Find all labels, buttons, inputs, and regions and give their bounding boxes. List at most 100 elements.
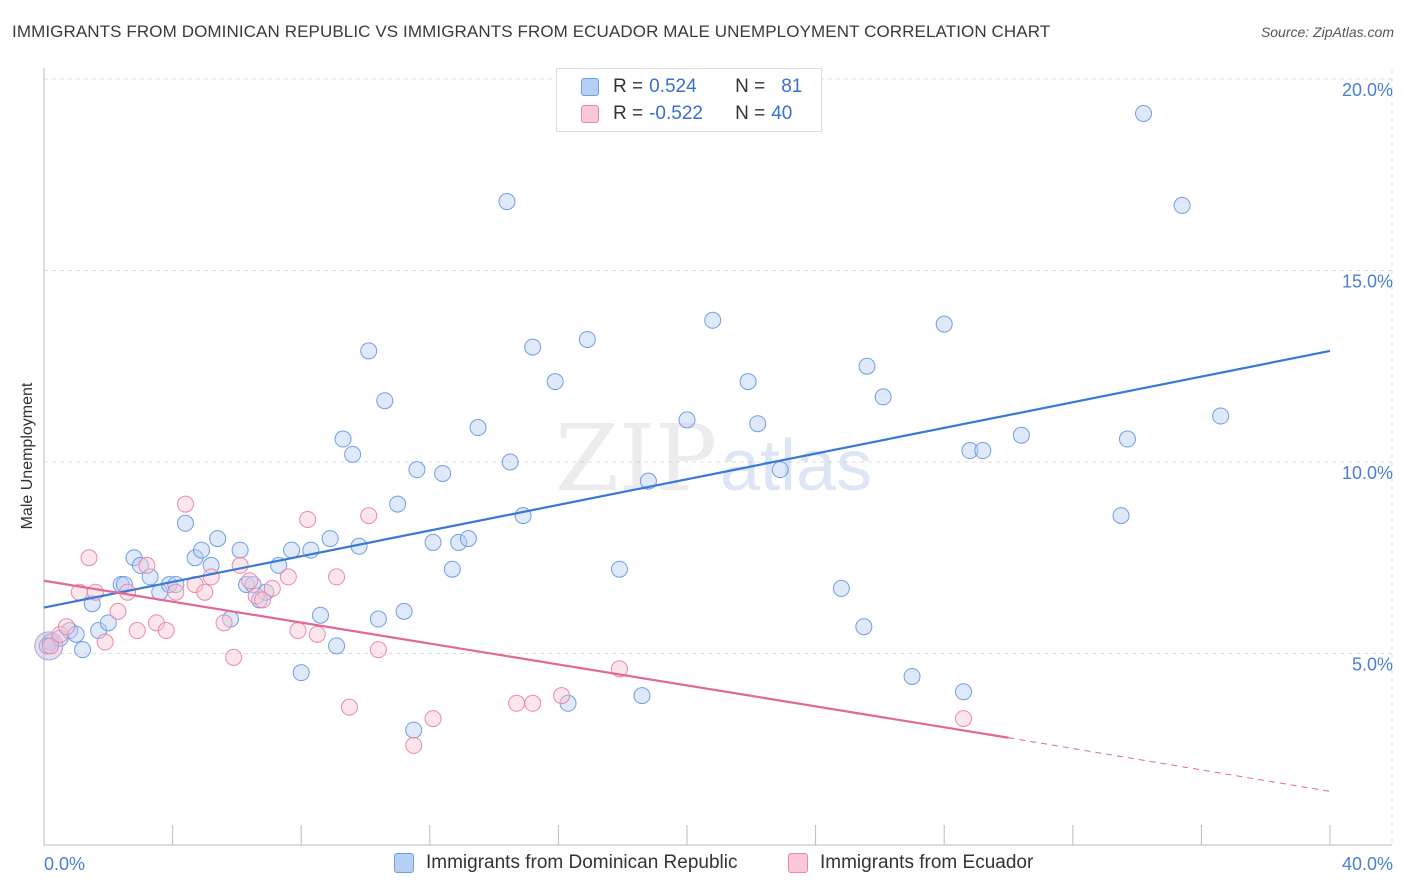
source-label: Source: ZipAtlas.com — [1260, 24, 1394, 40]
point-ecuador — [369, 641, 387, 659]
point-ecuador — [157, 622, 175, 640]
legend-n-label: N = — [735, 103, 766, 124]
point-dominican — [954, 683, 972, 701]
legend-item-dominican: Immigrants from Dominican Republic — [394, 852, 738, 874]
point-ecuador — [96, 633, 114, 651]
legend-swatch-dominican — [394, 853, 414, 873]
point-ecuador — [254, 591, 272, 609]
point-ecuador — [553, 687, 571, 705]
point-dominican — [424, 533, 442, 551]
point-dominican — [704, 311, 722, 329]
point-dominican — [1135, 104, 1153, 122]
point-dominican — [176, 514, 194, 532]
point-dominican — [131, 556, 149, 574]
point-dominican — [1173, 196, 1191, 214]
legend-item-ecuador: Immigrants from Ecuador — [788, 852, 1033, 874]
point-dominican — [578, 330, 596, 348]
legend-swatch-dominican — [581, 78, 599, 96]
point-dominican — [434, 464, 452, 482]
point-dominican — [99, 614, 117, 632]
legend-r-value-ecuador: -0.522 — [649, 103, 703, 124]
point-dominican — [292, 664, 310, 682]
point-dominican — [231, 541, 249, 559]
point-dominican — [855, 618, 873, 636]
point-dominican — [961, 442, 979, 460]
point-dominican — [749, 415, 767, 433]
point-dominican — [1112, 507, 1130, 525]
trend-lines — [43, 349, 1331, 792]
y-tick-label: 15.0% — [1342, 272, 1393, 292]
point-dominican — [408, 461, 426, 479]
point-dominican — [376, 392, 394, 410]
watermark: ZIP atlas — [555, 405, 872, 512]
point-ecuador — [196, 583, 214, 601]
series-ecuador-points — [41, 495, 972, 754]
legend-label-dominican: Immigrants from Dominican Republic — [426, 852, 738, 873]
point-dominican — [469, 419, 487, 437]
legend-swatch-ecuador — [581, 105, 599, 123]
trend-line-dominican — [43, 349, 1331, 609]
trend-line-ecuador-extension — [1008, 737, 1331, 792]
point-dominican — [974, 442, 992, 460]
point-ecuador — [524, 694, 542, 712]
point-ecuador — [138, 556, 156, 574]
correlation-legend: R = 0.524 N = 81 R = -0.522 N = 40 — [556, 68, 822, 132]
point-dominican — [459, 530, 477, 548]
point-dominican — [389, 495, 407, 513]
point-dominican — [1118, 430, 1136, 448]
legend-row-ecuador: R = -0.522 N = 40 — [581, 102, 792, 126]
gridlines — [44, 70, 1393, 845]
point-ecuador — [340, 698, 358, 716]
y-tick-label: 10.0% — [1342, 463, 1393, 483]
legend-swatch-ecuador — [788, 853, 808, 873]
point-dominican — [610, 560, 628, 578]
point-dominican — [501, 453, 519, 471]
point-ecuador — [299, 510, 317, 528]
point-ecuador — [202, 568, 220, 586]
point-ecuador — [954, 710, 972, 728]
point-ecuador — [279, 568, 297, 586]
point-dominican — [1012, 426, 1030, 444]
point-dominican — [771, 461, 789, 479]
axes — [43, 68, 1392, 846]
point-ecuador — [241, 572, 259, 590]
legend-label-ecuador: Immigrants from Ecuador — [820, 852, 1034, 873]
point-dominican — [450, 533, 468, 551]
point-dominican — [311, 606, 329, 624]
legend-r-label: R = — [613, 103, 644, 124]
point-ecuador — [176, 495, 194, 513]
point-ecuador — [167, 583, 185, 601]
trend-line-ecuador — [43, 579, 1009, 739]
point-ecuador — [263, 579, 281, 597]
point-dominican — [524, 338, 542, 356]
point-ecuador — [109, 602, 127, 620]
tick-labels: 5.0% 10.0% 15.0% 20.0% 0.0% 40.0% — [44, 80, 1393, 874]
point-dominican — [334, 430, 352, 448]
point-dominican — [903, 667, 921, 685]
watermark-atlas: atlas — [720, 426, 872, 506]
legend-r-value-dominican: 0.524 — [649, 76, 697, 97]
point-ecuador — [231, 556, 249, 574]
point-ecuador — [328, 568, 346, 586]
point-dominican — [209, 530, 227, 548]
x-tick-label: 40.0% — [1342, 854, 1393, 874]
point-dominican — [193, 541, 211, 559]
x-tick-label: 0.0% — [44, 854, 85, 874]
point-dominican — [74, 641, 92, 659]
point-ecuador — [215, 614, 233, 632]
legend-n-label: N = — [735, 76, 766, 97]
point-cluster — [34, 631, 64, 661]
point-dominican — [395, 602, 413, 620]
point-dominican — [546, 373, 564, 391]
legend-r-label: R = — [613, 76, 644, 97]
point-dominican — [405, 721, 423, 739]
point-dominican — [328, 637, 346, 655]
legend-n-value-dominican: 81 — [781, 76, 803, 97]
point-ecuador — [424, 710, 442, 728]
point-dominican — [321, 530, 339, 548]
point-dominican — [874, 388, 892, 406]
point-dominican — [498, 193, 516, 211]
point-dominican — [678, 411, 696, 429]
point-dominican — [858, 357, 876, 375]
